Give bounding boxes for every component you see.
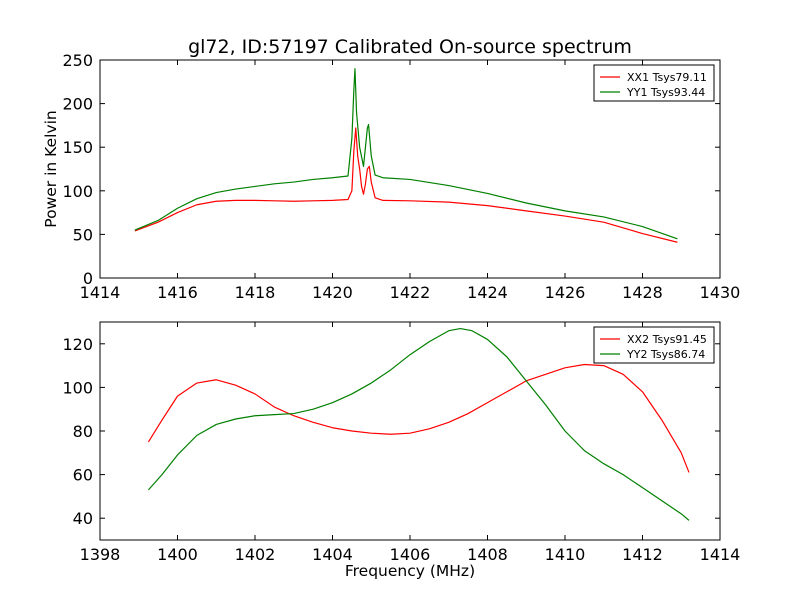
y-tick-label: 0: [83, 269, 93, 288]
x-tick-label: 1404: [312, 545, 353, 564]
top-subplot: 1414 1416 1418 1420 1422 1424 1426 1428 1430 0 50 1…: [42, 51, 740, 302]
legend-box: [593, 64, 715, 102]
x-tick-label: 1412: [622, 545, 663, 564]
y-tick-label: 250: [62, 51, 93, 70]
series-line-2: [147, 327, 690, 521]
legend-box: [593, 326, 715, 364]
y-tick-label: 40: [73, 509, 93, 528]
x-tick-label: 1398: [80, 545, 121, 564]
x-tick-label: 1426: [545, 283, 586, 302]
x-tick-label: 1424: [467, 283, 508, 302]
x-tick-label: 1408: [467, 545, 508, 564]
x-tick-label: 1416: [157, 283, 198, 302]
legend-label-2: YY1 Tsys93.44: [626, 86, 705, 99]
x-tick-label: 1402: [235, 545, 276, 564]
x-axis-label: Frequency (MHz): [345, 562, 475, 580]
bottom-subplot: 1398 1400 1402 1404 1406 1408 1410 1412 1414 40 60…: [62, 321, 741, 580]
y-tick-label: 80: [73, 422, 93, 441]
x-tick-label: 1400: [157, 545, 198, 564]
y-axis-label: Power in Kelvin: [42, 110, 60, 227]
y-tick-label: 60: [73, 466, 93, 485]
x-tick-label: 1414: [80, 283, 121, 302]
y-tick-label: 120: [62, 335, 93, 354]
x-tick-label: 1420: [312, 283, 353, 302]
x-tick-label: 1418: [235, 283, 276, 302]
y-tick-label: 100: [62, 378, 93, 397]
legend-label-1: XX2 Tsys91.45: [627, 333, 707, 346]
x-tick-label: 1430: [700, 283, 741, 302]
legend-label-2: YY2 Tsys86.74: [626, 348, 705, 361]
series-line-1: [134, 127, 678, 243]
figure-title: gl72, ID:57197 Calibrated On-source spec…: [188, 36, 632, 58]
series-line-1: [147, 363, 690, 473]
y-tick-label: 50: [73, 225, 93, 244]
series-line-2: [134, 68, 678, 240]
x-tick-label: 1410: [545, 545, 586, 564]
x-tick-label: 1422: [390, 283, 431, 302]
y-tick-label: 100: [62, 182, 93, 201]
x-tick-label: 1414: [700, 545, 741, 564]
y-tick-label: 200: [62, 95, 93, 114]
legend-label-1: XX1 Tsys79.11: [627, 71, 707, 84]
x-tick-label: 1406: [390, 545, 431, 564]
x-tick-label: 1428: [622, 283, 663, 302]
y-tick-label: 150: [62, 138, 93, 157]
